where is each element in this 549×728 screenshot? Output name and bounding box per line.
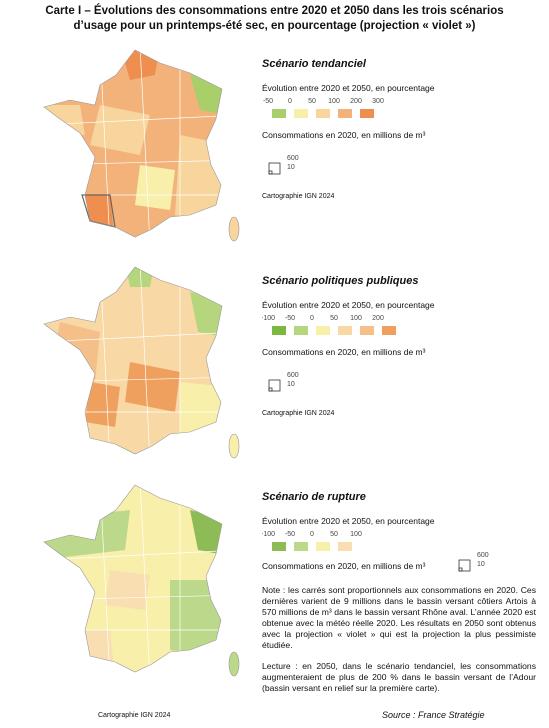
size-label: 600 — [287, 372, 299, 379]
size-square — [458, 567, 463, 572]
size-title: Consommations en 2020, en millions de m³ — [262, 347, 426, 357]
legend-label: 100 — [350, 531, 362, 538]
legend-swatch — [338, 109, 352, 118]
legend-swatch — [316, 542, 330, 551]
size-square — [268, 162, 281, 175]
legend-label: 0 — [310, 315, 314, 322]
legend-swatch — [382, 326, 396, 335]
legend-title: Évolution entre 2020 et 2050, en pourcen… — [262, 516, 435, 526]
credit: Cartographie IGN 2024 — [262, 193, 335, 200]
legend-label: 100 — [350, 315, 362, 322]
size-label: 600 — [477, 552, 489, 559]
legend-label: 200 — [372, 315, 384, 322]
size-square — [268, 379, 281, 392]
map — [43, 49, 240, 242]
legend-swatch — [360, 326, 374, 335]
legend-title: Évolution entre 2020 et 2050, en pourcen… — [262, 83, 435, 93]
legend-title: Évolution entre 2020 et 2050, en pourcen… — [262, 300, 435, 310]
size-square — [268, 170, 273, 175]
color-legend: -50 0 50 100 200 300 — [263, 98, 384, 118]
legend-swatch — [272, 109, 286, 118]
title: Carte I – Évolutions des consommations e… — [0, 4, 549, 34]
legend-swatch — [294, 326, 308, 335]
color-legend: -100 -50 0 50 100 — [262, 531, 362, 551]
scenario-title: Scénario de rupture — [262, 491, 366, 503]
legend-label: -50 — [285, 531, 295, 538]
size-label: 600 — [287, 155, 299, 162]
map — [43, 484, 240, 677]
legend-label: 50 — [330, 315, 338, 322]
legend-swatch — [338, 542, 352, 551]
scenario-title: Scénario tendanciel — [262, 58, 366, 70]
credit: Cartographie IGN 2024 — [262, 410, 335, 417]
legend-label: 100 — [328, 98, 340, 105]
legend-label: -100 — [262, 315, 275, 322]
legend-label: 50 — [330, 531, 338, 538]
source: Source : France Stratégie — [382, 710, 485, 720]
legend-swatch — [338, 326, 352, 335]
legend-label: 200 — [350, 98, 362, 105]
size-label: 10 — [287, 164, 295, 171]
note: Note : les carrés sont proportionnels au… — [262, 585, 536, 650]
lecture: Lecture : en 2050, dans le scénario tend… — [262, 661, 536, 693]
color-legend: -100 -50 0 50 100 200 — [262, 315, 396, 335]
size-square — [268, 387, 273, 392]
legend-label: 300 — [372, 98, 384, 105]
scenario-title: Scénario politiques publiques — [262, 275, 419, 287]
legend-label: 50 — [308, 98, 316, 105]
legend-swatch — [360, 109, 374, 118]
size-square — [458, 559, 471, 572]
legend-label: 0 — [288, 98, 292, 105]
title-line: d’usage pour un printemps-été sec, en po… — [73, 20, 476, 32]
legend-swatch — [272, 542, 286, 551]
legend-label: 0 — [310, 531, 314, 538]
legend-swatch — [316, 326, 330, 335]
map — [43, 266, 240, 459]
legend-swatch — [316, 109, 330, 118]
size-label: 10 — [287, 381, 295, 388]
legend-swatch — [272, 326, 286, 335]
legend-label: -50 — [263, 98, 273, 105]
credit: Cartographie IGN 2024 — [98, 712, 171, 719]
legend-swatch — [294, 109, 308, 118]
size-title: Consommations en 2020, en millions de m³ — [262, 130, 426, 140]
legend-swatch — [294, 542, 308, 551]
legend-label: -100 — [262, 531, 275, 538]
size-title: Consommations en 2020, en millions de m³ — [262, 561, 426, 571]
size-label: 10 — [477, 561, 485, 568]
legend-label: -50 — [285, 315, 295, 322]
title-line: Carte I – Évolutions des consommations e… — [45, 5, 504, 17]
